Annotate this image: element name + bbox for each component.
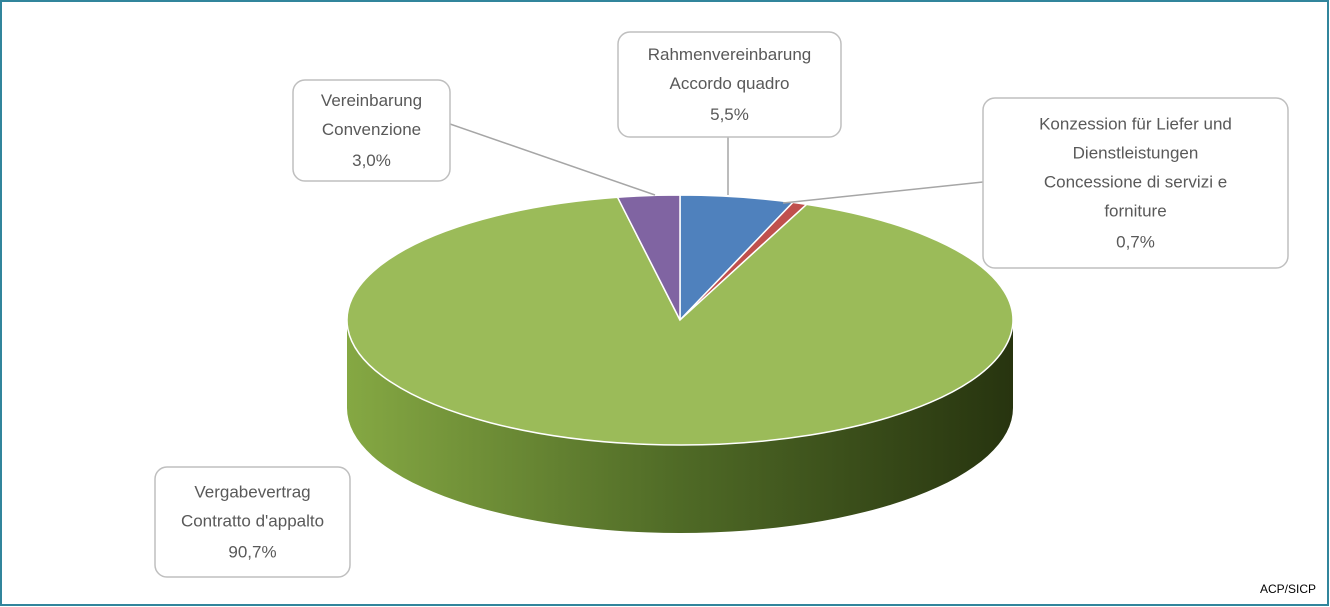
label-box — [292, 79, 451, 182]
value-label: 0,7% — [1116, 232, 1155, 251]
slice-label: Rahmenvereinbarung — [648, 45, 812, 64]
leader-line — [449, 123, 656, 196]
slice — [346, 196, 1014, 446]
value-label: 3,0% — [352, 151, 391, 170]
label-box — [617, 31, 842, 138]
leader-line — [782, 181, 984, 204]
value-label: 5,5% — [710, 105, 749, 124]
label-box — [982, 97, 1289, 269]
slice-label: Vereinbarung — [321, 91, 422, 110]
label-box — [154, 466, 351, 578]
slice-label: Concessione di servizi e — [1044, 172, 1227, 191]
value-label: 90,7% — [228, 542, 276, 561]
slice-label: Vergabevertrag — [194, 482, 310, 501]
slice — [616, 194, 681, 321]
slice-label: Convenzione — [322, 120, 421, 139]
slice-label: forniture — [1104, 201, 1166, 220]
slice-label: Konzession für Liefer und — [1039, 114, 1232, 133]
slice-label: Contratto d'appalto — [181, 511, 324, 530]
slice-label: Accordo quadro — [669, 74, 789, 93]
slice-side — [347, 320, 1013, 533]
source: ACP/SICP — [1260, 582, 1316, 596]
slice-label: Dienstleistungen — [1073, 143, 1199, 162]
